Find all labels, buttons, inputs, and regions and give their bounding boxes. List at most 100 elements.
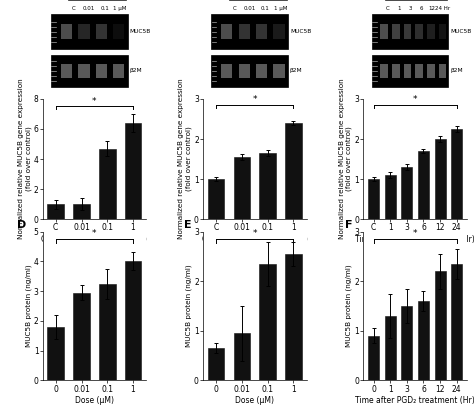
Bar xyxy=(273,24,285,39)
Bar xyxy=(368,179,379,219)
Bar xyxy=(51,14,128,49)
Bar xyxy=(99,284,116,380)
Text: *: * xyxy=(253,229,257,238)
Text: β2M: β2M xyxy=(290,68,302,73)
Text: β2M: β2M xyxy=(129,68,142,73)
Bar xyxy=(259,153,276,219)
Text: 6: 6 xyxy=(419,7,423,11)
Bar xyxy=(47,204,64,219)
Bar xyxy=(238,24,250,39)
Bar xyxy=(221,63,232,78)
Bar xyxy=(256,24,267,39)
Text: MUC5B: MUC5B xyxy=(450,29,472,34)
Bar xyxy=(221,24,232,39)
Bar xyxy=(113,24,125,39)
Text: 24 Hr: 24 Hr xyxy=(435,7,450,11)
Text: *: * xyxy=(253,95,257,104)
Bar xyxy=(125,123,141,219)
Text: 3: 3 xyxy=(408,7,412,11)
Bar xyxy=(415,63,423,78)
Bar xyxy=(451,264,462,380)
Bar xyxy=(78,63,90,78)
Bar xyxy=(401,167,412,219)
Bar xyxy=(208,348,225,380)
Bar xyxy=(392,24,400,39)
Bar xyxy=(418,151,429,219)
Text: 0.01: 0.01 xyxy=(83,7,95,11)
Bar xyxy=(73,204,90,219)
Bar xyxy=(234,333,250,380)
Bar xyxy=(78,24,90,39)
Text: MUC5B: MUC5B xyxy=(129,29,151,34)
Bar xyxy=(273,63,285,78)
Text: 0.1: 0.1 xyxy=(261,7,269,11)
Text: 0.1: 0.1 xyxy=(100,7,109,11)
Bar xyxy=(381,24,388,39)
Text: 12: 12 xyxy=(428,7,435,11)
Bar xyxy=(401,306,412,380)
X-axis label: Time after PGD₂ treatment (Hr): Time after PGD₂ treatment (Hr) xyxy=(356,396,474,405)
Bar xyxy=(285,254,302,380)
Bar xyxy=(427,24,435,39)
Bar xyxy=(451,129,462,219)
Bar xyxy=(392,63,400,78)
Bar xyxy=(372,55,448,87)
Bar xyxy=(51,55,128,87)
Bar xyxy=(368,336,379,380)
Text: *: * xyxy=(413,95,418,104)
Bar xyxy=(211,55,288,87)
Text: 0.01: 0.01 xyxy=(244,7,256,11)
Y-axis label: Normalized relative MUC5B gene expression
(fold over control): Normalized relative MUC5B gene expressio… xyxy=(339,79,352,239)
Text: *: * xyxy=(92,229,97,238)
Text: F: F xyxy=(345,220,352,230)
Y-axis label: Normalized relative MUC5B gene expression
(fold over control): Normalized relative MUC5B gene expressio… xyxy=(178,79,192,239)
Bar xyxy=(404,24,411,39)
Bar xyxy=(404,63,411,78)
X-axis label: Time after PGD₂ treatment (Hr): Time after PGD₂ treatment (Hr) xyxy=(356,234,474,243)
Bar xyxy=(61,63,72,78)
X-axis label: Dose (μM): Dose (μM) xyxy=(75,396,114,405)
Y-axis label: MUC5B protein (ng/ml): MUC5B protein (ng/ml) xyxy=(185,265,192,347)
Bar xyxy=(385,175,396,219)
Bar xyxy=(427,63,435,78)
Bar xyxy=(113,63,125,78)
Bar xyxy=(435,139,446,219)
Bar xyxy=(259,264,276,380)
Bar xyxy=(73,292,90,380)
Text: *: * xyxy=(413,229,418,238)
X-axis label: Concentration of PGD₂ (μM): Concentration of PGD₂ (μM) xyxy=(41,234,147,243)
Bar xyxy=(125,261,141,380)
Text: 1 μM: 1 μM xyxy=(273,7,287,11)
Y-axis label: Normalized relative MUC5B gene expression
(fold over control): Normalized relative MUC5B gene expressio… xyxy=(18,79,32,239)
Text: E: E xyxy=(184,220,192,230)
X-axis label: Concentration of PGD₂ (μM): Concentration of PGD₂ (μM) xyxy=(202,234,308,243)
Bar xyxy=(47,327,64,380)
X-axis label: Dose (μM): Dose (μM) xyxy=(235,396,274,405)
Y-axis label: MUC5B protein (ng/ml): MUC5B protein (ng/ml) xyxy=(346,265,352,347)
Text: MUC5B: MUC5B xyxy=(290,29,311,34)
Bar xyxy=(96,24,107,39)
Bar xyxy=(418,301,429,380)
Bar xyxy=(208,179,225,219)
Text: C: C xyxy=(72,7,76,11)
Bar xyxy=(438,24,446,39)
Text: *: * xyxy=(92,97,97,106)
Bar xyxy=(381,63,388,78)
Bar xyxy=(211,14,288,49)
Text: β2M: β2M xyxy=(450,68,463,73)
Bar xyxy=(96,63,107,78)
Bar xyxy=(385,316,396,380)
Text: C: C xyxy=(232,7,236,11)
Bar xyxy=(438,63,446,78)
Bar xyxy=(256,63,267,78)
Bar xyxy=(234,157,250,219)
Text: D: D xyxy=(17,220,26,230)
Bar xyxy=(238,63,250,78)
Text: C: C xyxy=(386,7,390,11)
Text: 1 μM: 1 μM xyxy=(113,7,127,11)
Bar xyxy=(435,271,446,380)
Text: 1: 1 xyxy=(397,7,401,11)
Bar xyxy=(285,123,302,219)
Bar xyxy=(61,24,72,39)
Bar xyxy=(99,148,116,219)
